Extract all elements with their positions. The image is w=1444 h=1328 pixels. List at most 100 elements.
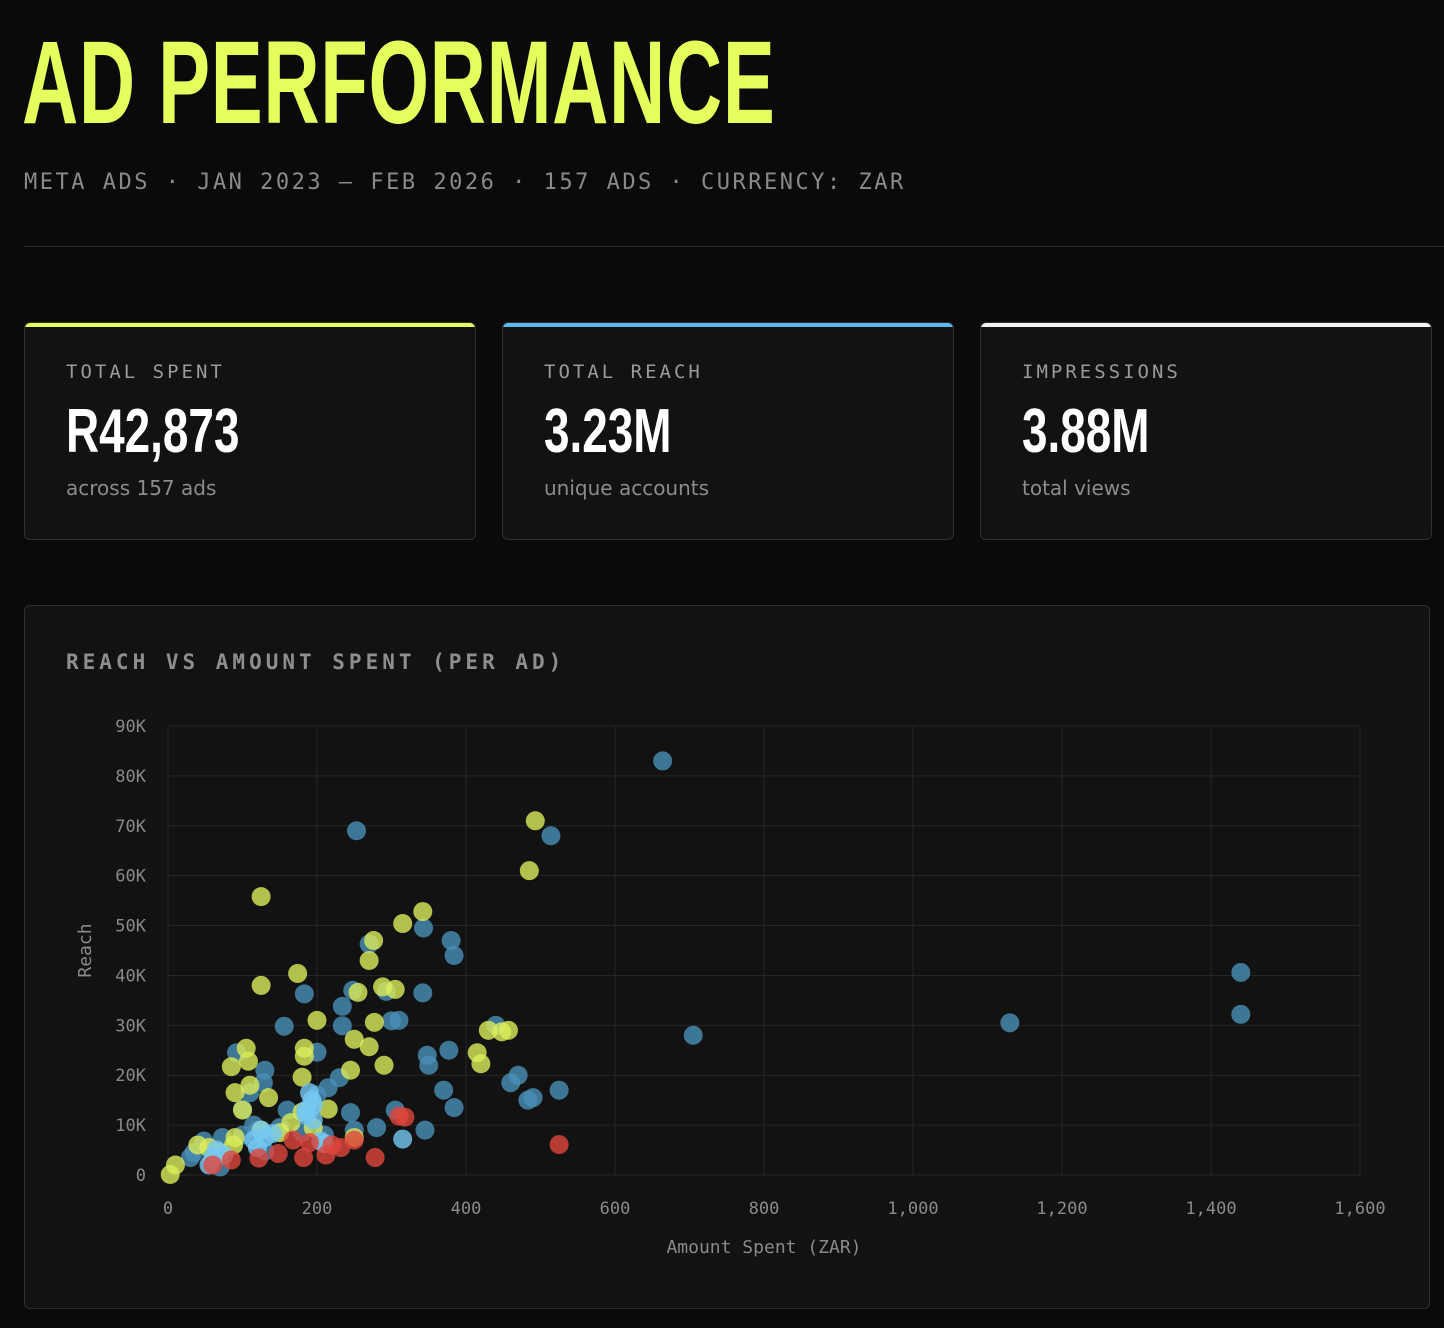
card-impressions: IMPRESSIONS 3.88M total views bbox=[980, 322, 1432, 540]
data-point-blue bbox=[444, 1098, 464, 1118]
data-point-yellow bbox=[393, 914, 413, 934]
x-tick-label: 600 bbox=[600, 1199, 631, 1219]
data-point-red bbox=[322, 1135, 342, 1155]
data-point-yellow bbox=[233, 1100, 252, 1120]
page-subtitle: META ADS · JAN 2023 – FEB 2026 · 157 ADS… bbox=[24, 170, 906, 195]
y-tick-label: 80K bbox=[115, 767, 146, 787]
data-point-cyan bbox=[303, 1110, 323, 1130]
data-point-yellow bbox=[359, 950, 379, 970]
x-tick-label: 1,600 bbox=[1334, 1199, 1385, 1219]
card-subtext: across 157 ads bbox=[66, 476, 217, 500]
y-tick-label: 50K bbox=[115, 917, 146, 937]
x-tick-label: 0 bbox=[163, 1199, 173, 1219]
data-point-blue bbox=[441, 931, 461, 951]
data-point-cyan bbox=[393, 1129, 413, 1149]
data-point-blue bbox=[413, 983, 433, 1003]
y-tick-label: 60K bbox=[115, 867, 146, 887]
data-point-yellow bbox=[359, 1037, 379, 1057]
data-point-yellow bbox=[471, 1054, 491, 1074]
data-point-red bbox=[365, 1148, 385, 1168]
data-point-red bbox=[203, 1155, 223, 1175]
x-tick-label: 400 bbox=[451, 1199, 482, 1219]
data-point-blue bbox=[274, 1016, 294, 1036]
data-point-yellow bbox=[288, 963, 308, 983]
card-label: IMPRESSIONS bbox=[1022, 361, 1181, 383]
data-point-yellow bbox=[238, 1051, 258, 1071]
data-point-blue bbox=[1231, 1004, 1251, 1024]
y-tick-label: 10K bbox=[115, 1116, 146, 1136]
chart-title: REACH VS AMOUNT SPENT (PER AD) bbox=[66, 650, 566, 674]
data-point-red bbox=[249, 1148, 269, 1168]
data-point-blue bbox=[332, 996, 352, 1016]
data-point-blue bbox=[444, 945, 464, 965]
data-point-yellow bbox=[519, 861, 539, 881]
y-tick-label: 70K bbox=[115, 817, 146, 837]
data-point-yellow bbox=[292, 1067, 312, 1087]
data-point-red bbox=[294, 1148, 314, 1168]
x-tick-label: 800 bbox=[749, 1199, 780, 1219]
x-axis-label: Amount Spent (ZAR) bbox=[666, 1237, 861, 1258]
data-point-red bbox=[283, 1130, 303, 1150]
data-point-yellow bbox=[341, 1060, 361, 1080]
data-point-yellow bbox=[344, 1029, 364, 1049]
data-point-yellow bbox=[307, 1010, 327, 1030]
data-point-blue bbox=[653, 751, 673, 771]
x-tick-label: 1,000 bbox=[887, 1199, 938, 1219]
data-point-blue bbox=[434, 1080, 454, 1100]
card-label: TOTAL REACH bbox=[544, 361, 703, 383]
card-subtext: unique accounts bbox=[544, 476, 710, 500]
y-axis-label: Reach bbox=[75, 923, 96, 977]
data-point-blue bbox=[414, 918, 434, 938]
data-point-blue bbox=[367, 1118, 387, 1138]
data-point-red bbox=[221, 1150, 241, 1170]
data-point-yellow bbox=[240, 1075, 260, 1095]
data-point-yellow bbox=[492, 1022, 512, 1042]
data-point-red bbox=[344, 1130, 364, 1150]
header-divider bbox=[24, 246, 1444, 247]
data-point-yellow bbox=[385, 979, 405, 999]
data-point-yellow bbox=[348, 982, 368, 1002]
data-point-blue bbox=[332, 1016, 352, 1036]
data-point-yellow bbox=[364, 931, 384, 951]
card-accent-bar bbox=[503, 323, 953, 327]
data-point-yellow bbox=[374, 1055, 394, 1075]
data-point-yellow bbox=[364, 1012, 384, 1032]
y-tick-label: 20K bbox=[115, 1066, 146, 1086]
data-point-blue bbox=[541, 826, 561, 846]
y-tick-label: 40K bbox=[115, 966, 146, 986]
x-tick-label: 200 bbox=[302, 1199, 333, 1219]
x-tick-label: 1,400 bbox=[1185, 1199, 1236, 1219]
data-point-yellow bbox=[294, 1046, 314, 1066]
card-value: 3.88M bbox=[1022, 397, 1150, 466]
card-accent-bar bbox=[981, 323, 1431, 327]
data-point-blue bbox=[419, 1055, 439, 1075]
data-point-yellow bbox=[525, 811, 545, 831]
data-point-yellow bbox=[251, 975, 271, 995]
card-subtext: total views bbox=[1022, 476, 1131, 500]
card-value: 3.23M bbox=[544, 397, 672, 466]
data-point-blue bbox=[1000, 1013, 1020, 1033]
data-point-blue bbox=[294, 984, 314, 1004]
data-point-blue bbox=[415, 1120, 435, 1140]
data-point-blue bbox=[346, 821, 366, 841]
y-tick-label: 0 bbox=[136, 1166, 146, 1186]
card-accent-bar bbox=[25, 323, 475, 327]
data-point-blue bbox=[341, 1103, 361, 1123]
data-point-blue bbox=[501, 1073, 521, 1093]
data-point-yellow bbox=[318, 1099, 338, 1119]
data-point-yellow bbox=[160, 1165, 180, 1185]
data-point-blue bbox=[683, 1025, 703, 1045]
card-total-reach: TOTAL REACH 3.23M unique accounts bbox=[502, 322, 954, 540]
card-label: TOTAL SPENT bbox=[66, 361, 225, 383]
page-title: AD PERFORMANCE bbox=[22, 17, 776, 149]
data-point-yellow bbox=[221, 1057, 241, 1077]
y-tick-label: 30K bbox=[115, 1016, 146, 1036]
data-point-cyan bbox=[262, 1124, 282, 1144]
scatter-chart: 0 200 400 600 800 1,000 1,200 1,400 1,600 0 10K 20K… bbox=[75, 717, 1386, 1258]
card-value: R42,873 bbox=[66, 397, 240, 466]
data-point-yellow bbox=[413, 902, 433, 922]
data-point-blue bbox=[389, 1010, 409, 1030]
data-point-red bbox=[300, 1133, 320, 1153]
data-point-red bbox=[549, 1135, 569, 1155]
data-point-blue bbox=[1231, 962, 1251, 982]
